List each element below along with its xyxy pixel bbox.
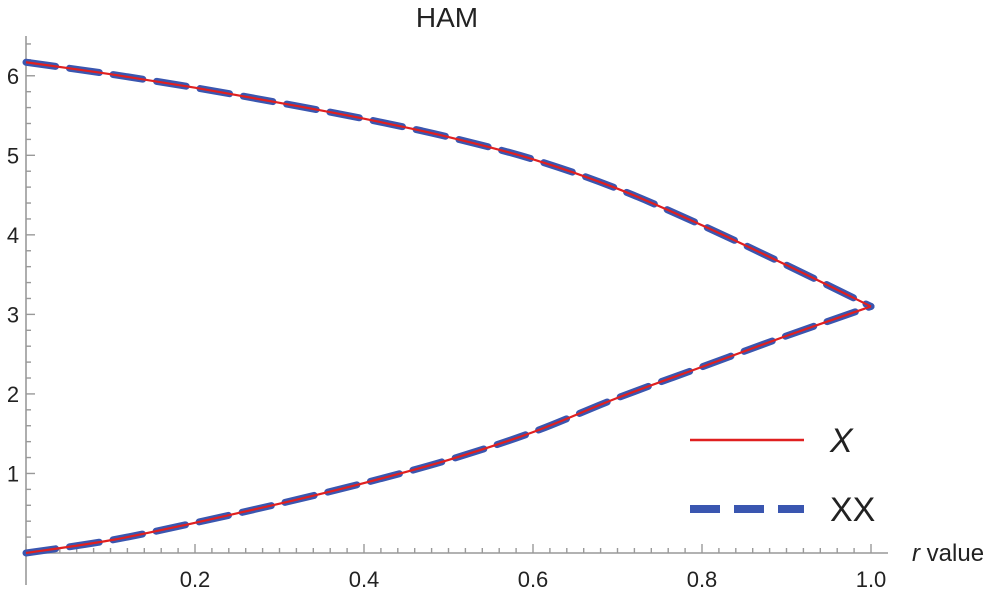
series-x-upper-line <box>25 61 872 308</box>
x-ticks: 0.2 0.4 0.6 0.8 1.0 <box>25 544 887 592</box>
legend-label-xx: XX <box>830 491 875 529</box>
x-tick-label: 0.4 <box>349 567 380 592</box>
x-tick-label: 0.6 <box>518 567 549 592</box>
series-xx-upper-line <box>22 58 875 310</box>
axes <box>25 36 888 585</box>
y-tick-label: 2 <box>7 382 19 407</box>
x-tick-label: 0.2 <box>180 567 211 592</box>
legend-label-x: X <box>829 422 854 460</box>
y-tick-label: 1 <box>7 461 19 486</box>
y-tick-label: 6 <box>7 64 19 89</box>
x-tick-label: 1.0 <box>856 567 887 592</box>
series-xx-lower-line <box>22 302 875 557</box>
y-tick-label: 4 <box>7 223 19 248</box>
y-tick-label: 3 <box>7 302 19 327</box>
series-layer <box>22 58 875 557</box>
x-tick-label: 0.8 <box>687 567 718 592</box>
chart-title: HAM <box>416 2 478 33</box>
x-axis-label: r value <box>912 540 984 567</box>
x-axis-label-text: value <box>920 540 984 567</box>
y-ticks: 1 2 3 4 5 6 <box>7 43 35 554</box>
y-tick-label: 5 <box>7 143 19 168</box>
series-x-lower-line <box>25 305 872 555</box>
legend: XXX <box>690 422 875 529</box>
x-axis-label-var: r <box>912 540 921 567</box>
